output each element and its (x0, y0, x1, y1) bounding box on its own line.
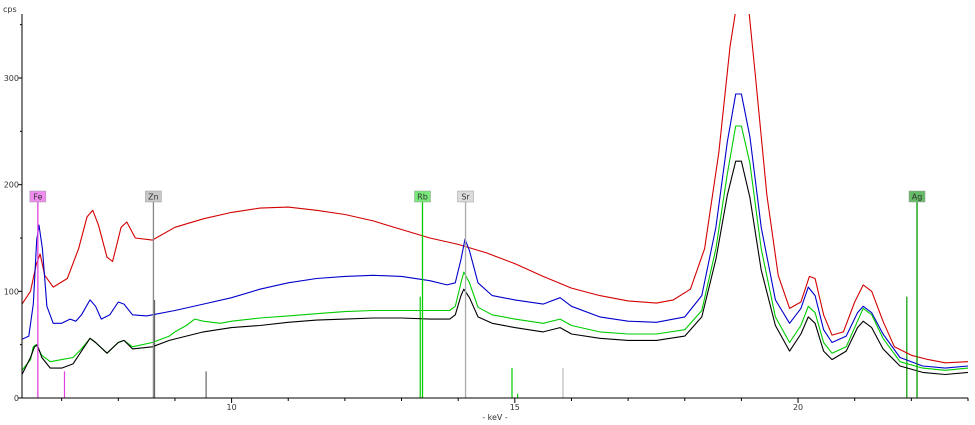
element-marker-label: Rb (417, 193, 428, 202)
element-marker-label: Ag (912, 193, 923, 202)
series-line-1 (22, 14, 968, 364)
y-tick-label: 300 (4, 74, 19, 83)
element-marker-box[interactable] (457, 190, 474, 203)
axes: 0 100 200 300 10 15 20 (4, 14, 969, 412)
element-marker-box[interactable] (145, 190, 162, 203)
y-tick-label: 0 (14, 394, 19, 403)
x-tick-label: 10 (226, 403, 236, 412)
series-line-4 (22, 160, 968, 376)
y-tick-label: 200 (4, 181, 19, 190)
plot-area (22, 14, 968, 398)
element-marker-label: Zn (148, 193, 159, 202)
element-marker-box[interactable] (414, 190, 431, 203)
reference-lines (63, 296, 908, 398)
series-lines (22, 14, 968, 376)
y-axis-label: cps (3, 5, 17, 14)
element-marker-box[interactable] (29, 190, 47, 203)
x-tick-label: 20 (793, 403, 803, 412)
y-tick-label: 100 (4, 287, 19, 296)
x-tick-label: 15 (510, 403, 520, 412)
x-axis-label: - keV - (482, 413, 508, 422)
element-marker-box[interactable] (908, 190, 926, 203)
element-markers: Fe Zn Rb Sr Ag (29, 190, 926, 398)
element-marker-label: Fe (33, 193, 42, 202)
element-marker-label: Sr (461, 193, 470, 202)
series-line-2 (22, 93, 968, 369)
